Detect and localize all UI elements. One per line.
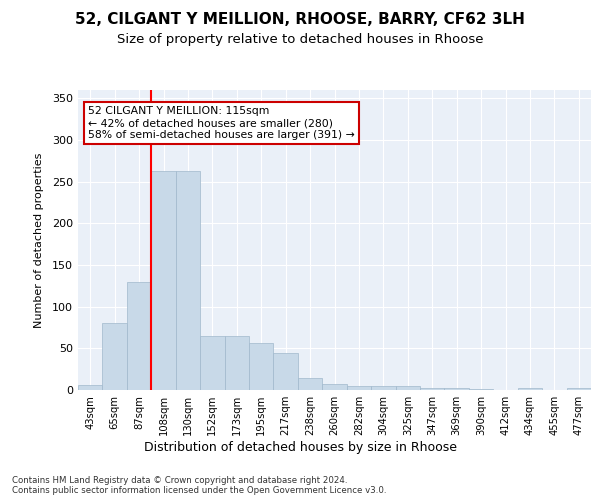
Bar xyxy=(469,389,493,390)
Bar xyxy=(371,386,395,390)
Bar xyxy=(347,386,371,390)
Bar xyxy=(298,378,322,390)
Y-axis label: Number of detached properties: Number of detached properties xyxy=(34,152,44,328)
Bar xyxy=(420,388,445,390)
Bar xyxy=(78,385,103,390)
Bar xyxy=(200,336,224,390)
Text: Size of property relative to detached houses in Rhoose: Size of property relative to detached ho… xyxy=(117,32,483,46)
Bar xyxy=(249,344,274,390)
Text: 52 CILGANT Y MEILLION: 115sqm
← 42% of detached houses are smaller (280)
58% of : 52 CILGANT Y MEILLION: 115sqm ← 42% of d… xyxy=(88,106,355,140)
Bar xyxy=(322,384,347,390)
Bar xyxy=(176,171,200,390)
Text: 52, CILGANT Y MEILLION, RHOOSE, BARRY, CF62 3LH: 52, CILGANT Y MEILLION, RHOOSE, BARRY, C… xyxy=(75,12,525,28)
Bar xyxy=(566,388,591,390)
Bar xyxy=(127,282,151,390)
Bar xyxy=(445,388,469,390)
Bar xyxy=(395,386,420,390)
Bar xyxy=(518,388,542,390)
Bar xyxy=(103,324,127,390)
Bar xyxy=(151,171,176,390)
Bar xyxy=(224,336,249,390)
Text: Distribution of detached houses by size in Rhoose: Distribution of detached houses by size … xyxy=(143,441,457,454)
Text: Contains HM Land Registry data © Crown copyright and database right 2024.
Contai: Contains HM Land Registry data © Crown c… xyxy=(12,476,386,495)
Bar xyxy=(274,352,298,390)
